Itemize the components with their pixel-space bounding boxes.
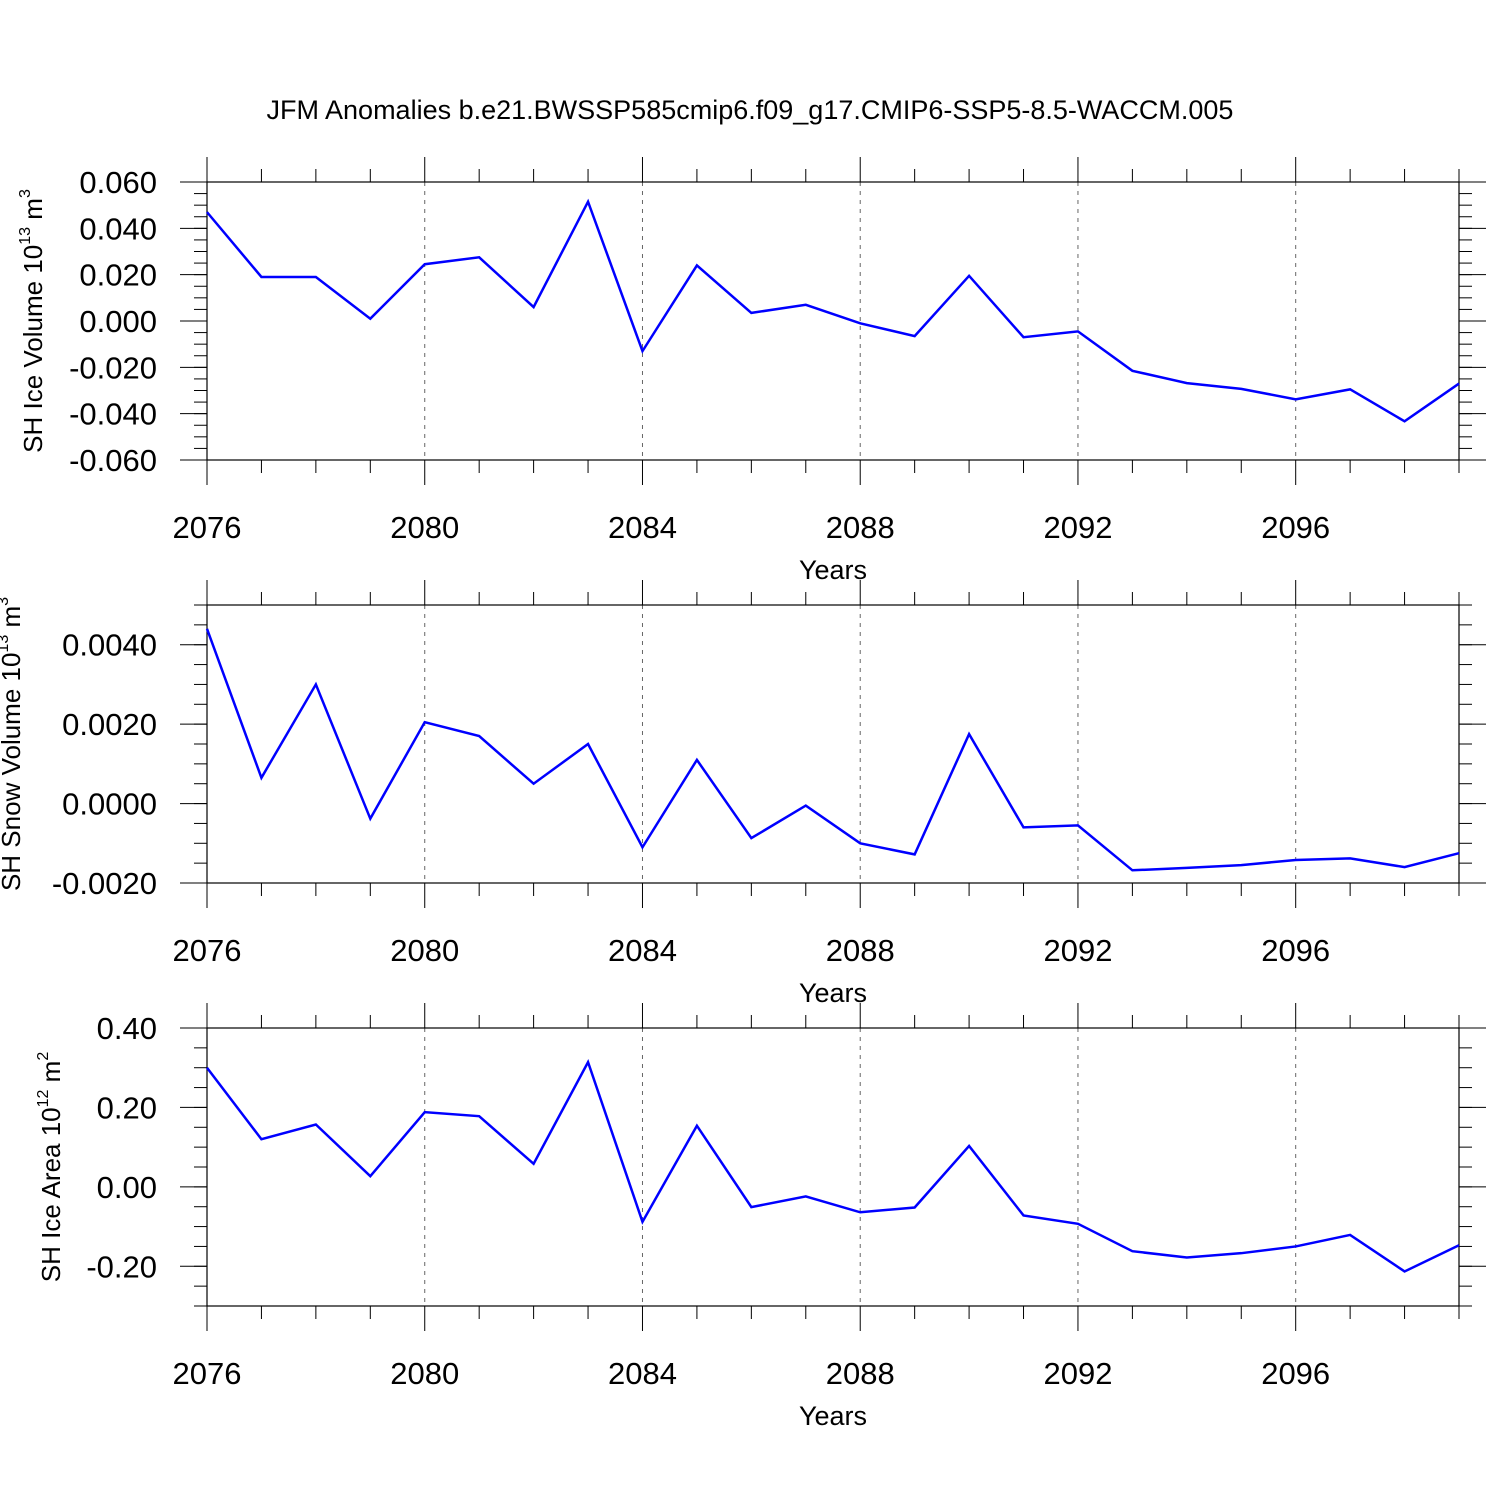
y-axis-label: SH Ice Volume 1013 m3 (17, 189, 48, 453)
plot-frame (206, 604, 1460, 884)
figure-title: JFM Anomalies b.e21.BWSSP585cmip6.f09_g1… (267, 95, 1234, 125)
x-tick-label: 2096 (1261, 933, 1330, 968)
y-tick-label: 0.00 (97, 1170, 157, 1205)
series-line (206, 198, 1460, 423)
x-tick-label: 2084 (608, 510, 677, 545)
y-tick-label: -0.020 (69, 350, 157, 385)
y-tick-label: 0.20 (97, 1090, 157, 1125)
x-tick-label: 2080 (390, 933, 459, 968)
y-tick-label: -0.060 (69, 443, 157, 478)
snow-volume-panel: 0.0040 0.0020 0.0000 -0.0020 2076 2080 2084 208… (0, 580, 1486, 1008)
x-tick-label: 2080 (390, 1356, 459, 1391)
x-tick-label: 2084 (608, 1356, 677, 1391)
x-tick-label: 2088 (826, 510, 895, 545)
x-axis-label: Years (799, 978, 867, 1008)
ice-volume-panel: 0.060 0.040 0.020 0.000 -0.020 -0.040 -0.060 20… (17, 157, 1486, 585)
y-tick-label: 0.000 (79, 304, 157, 339)
ice-area-panel: 0.40 0.20 0.00 -0.20 2076 2080 2084 2088 2092 209… (35, 1003, 1486, 1431)
x-tick-label: 2076 (173, 933, 242, 968)
x-tick-label: 2084 (608, 933, 677, 968)
y-tick-label: 0.040 (79, 211, 157, 246)
x-tick-label: 2076 (173, 1356, 242, 1391)
series-line (206, 1059, 1460, 1273)
x-tick-label: 2092 (1043, 1356, 1112, 1391)
x-tick-label: 2088 (826, 933, 895, 968)
plot-frame (206, 181, 1460, 461)
y-tick-label: -0.20 (86, 1249, 157, 1284)
x-tick-label: 2092 (1043, 933, 1112, 968)
y-tick-label: -0.040 (69, 397, 157, 432)
y-tick-label: 0.020 (79, 258, 157, 293)
y-tick-label: 0.060 (79, 165, 157, 200)
x-tick-label: 2080 (390, 510, 459, 545)
x-tick-label: 2096 (1261, 510, 1330, 545)
x-axis-label: Years (799, 1401, 867, 1431)
x-tick-label: 2076 (173, 510, 242, 545)
plot-frame (206, 1027, 1460, 1307)
y-tick-label: 0.0020 (62, 707, 157, 742)
y-tick-label: 0.0000 (62, 787, 157, 822)
x-tick-label: 2092 (1043, 510, 1112, 545)
y-tick-label: 0.40 (97, 1011, 157, 1046)
y-axis-label: SH Ice Area 1012 m2 (35, 1052, 66, 1283)
series-line (205, 628, 1460, 872)
x-tick-label: 2088 (826, 1356, 895, 1391)
y-tick-label: -0.0020 (52, 866, 157, 901)
y-tick-label: 0.0040 (62, 628, 157, 663)
x-tick-label: 2096 (1261, 1356, 1330, 1391)
x-axis-label: Years (799, 555, 867, 585)
y-axis-label: SH Snow Volume 1013 m3 (0, 597, 26, 891)
